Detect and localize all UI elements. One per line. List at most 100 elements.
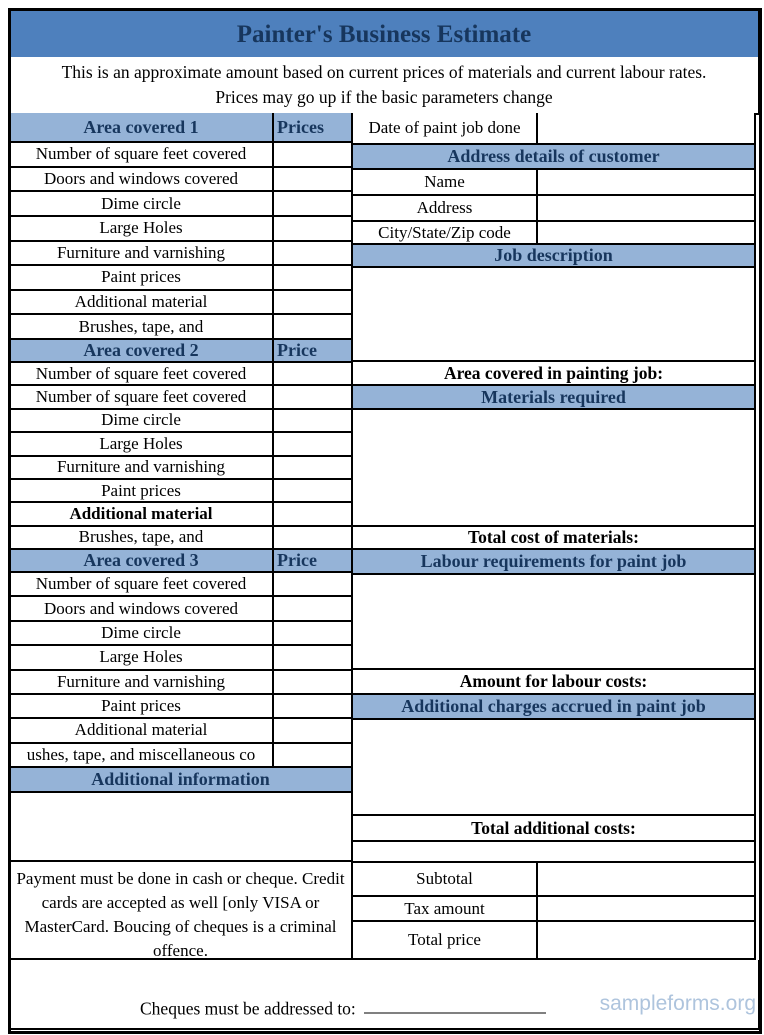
- price-cell[interactable]: [274, 573, 351, 595]
- job-description-area[interactable]: [353, 268, 754, 360]
- materials-area[interactable]: [353, 410, 754, 525]
- price-cell[interactable]: [274, 622, 351, 644]
- price-cell[interactable]: [274, 291, 351, 314]
- charges-area-row: [351, 720, 756, 816]
- labour-amount-row: Amount for labour costs:: [351, 670, 756, 695]
- area1-header-row: Area covered 1 Prices: [8, 113, 353, 143]
- price-cell[interactable]: [274, 242, 351, 265]
- row-label: Brushes, tape, and: [10, 526, 274, 548]
- table-row: Brushes, tape, and: [8, 526, 353, 550]
- table-row: Furniture and varnishing: [8, 670, 353, 695]
- table-row: Dime circle: [8, 409, 353, 434]
- price-cell[interactable]: [274, 671, 351, 693]
- table-row: Large Holes: [8, 433, 353, 457]
- date-label: Date of paint job done: [353, 113, 538, 143]
- tax-label: Tax amount: [353, 897, 538, 920]
- table-row: Furniture and varnishing: [8, 456, 353, 480]
- row-label: Dime circle: [10, 192, 274, 215]
- price-cell[interactable]: [274, 719, 351, 741]
- area3-header-row: Area covered 3 Price: [8, 550, 353, 573]
- area1-header: Area covered 1: [10, 113, 274, 141]
- tax-value-cell[interactable]: [538, 897, 754, 920]
- row-label: ushes, tape, and miscellaneous co: [10, 743, 274, 766]
- row-label: Additional material: [10, 503, 274, 525]
- price-cell[interactable]: [274, 410, 351, 431]
- row-label: Number of square feet covered: [10, 143, 274, 166]
- price-cell[interactable]: [274, 503, 351, 524]
- table-row: Dime circle: [8, 621, 353, 647]
- charges-header: Additional charges accrued in paint job: [353, 695, 754, 718]
- price-cell[interactable]: [274, 192, 351, 215]
- subtotal-row: Subtotal: [351, 863, 756, 897]
- price-cell[interactable]: [274, 386, 351, 407]
- additional-info-area[interactable]: [10, 793, 351, 860]
- price-cell[interactable]: [274, 744, 351, 766]
- price-cell[interactable]: [274, 217, 351, 240]
- charges-area[interactable]: [353, 720, 754, 814]
- address-header: Address details of customer: [353, 145, 754, 168]
- date-value-cell[interactable]: [538, 113, 754, 143]
- address-value-cell[interactable]: [538, 196, 754, 220]
- labour-header-row: Labour requirements for paint job: [351, 550, 756, 575]
- materials-header: Materials required: [353, 386, 754, 408]
- price-cell[interactable]: [274, 695, 351, 717]
- city-label: City/State/Zip code: [353, 222, 538, 243]
- cheque-address-line: Cheques must be addressed to:: [140, 995, 546, 1020]
- additional-info-header-row: Additional information: [8, 768, 353, 793]
- payment-note-row: Payment must be done in cash or cheque. …: [8, 862, 353, 960]
- table-row: Number of square feet covered: [8, 573, 353, 598]
- tax-row: Tax amount: [351, 897, 756, 922]
- price-cell[interactable]: [274, 168, 351, 191]
- table-row: Doors and windows covered: [8, 167, 353, 193]
- row-label: Doors and windows covered: [10, 167, 274, 191]
- row-label: Additional material: [10, 719, 274, 742]
- price-cell[interactable]: [274, 315, 351, 338]
- price-cell[interactable]: [274, 457, 351, 478]
- price-cell[interactable]: [274, 143, 351, 166]
- address-label: Address: [353, 196, 538, 220]
- table-row: Paint prices: [8, 266, 353, 291]
- area3-price-header: Price: [274, 550, 351, 571]
- row-label: Brushes, tape, and: [10, 315, 274, 338]
- area1-price-header: Prices: [274, 113, 351, 141]
- total-materials-row: Total cost of materials:: [351, 527, 756, 550]
- total-additional-label: Total additional costs:: [471, 817, 636, 838]
- price-cell[interactable]: [274, 363, 351, 384]
- row-label: Number of square feet covered: [10, 386, 274, 408]
- total-price-value-cell[interactable]: [538, 922, 754, 958]
- city-value-cell[interactable]: [538, 222, 754, 243]
- subtotal-value-cell[interactable]: [538, 863, 754, 895]
- table-row: Additional material: [8, 290, 353, 316]
- area3-header: Area covered 3: [10, 550, 274, 571]
- table-row: ushes, tape, and miscellaneous co: [8, 743, 353, 768]
- table-row: Brushes, tape, and: [8, 315, 353, 340]
- labour-amount-label: Amount for labour costs:: [459, 671, 648, 691]
- table-row: Large Holes: [8, 216, 353, 242]
- charges-header-row: Additional charges accrued in paint job: [351, 695, 756, 720]
- price-cell[interactable]: [274, 433, 351, 454]
- total-materials-label: Total cost of materials:: [468, 527, 639, 547]
- row-label: Number of square feet covered: [10, 573, 274, 596]
- cheque-address-blank[interactable]: [363, 995, 546, 1014]
- labour-area[interactable]: [353, 575, 754, 668]
- table-row: Furniture and varnishing: [8, 241, 353, 267]
- price-cell[interactable]: [274, 597, 351, 619]
- additional-info-area-row: [8, 793, 353, 862]
- form-title: Painter's Business Estimate: [8, 8, 760, 61]
- price-cell[interactable]: [274, 480, 351, 501]
- spacer-row: [351, 842, 756, 863]
- row-label: Number of square feet covered: [10, 363, 274, 385]
- name-value-cell[interactable]: [538, 170, 754, 194]
- price-cell[interactable]: [274, 527, 351, 548]
- price-cell[interactable]: [274, 266, 351, 289]
- row-label: Additional material: [10, 290, 274, 314]
- table-row: Additional material: [8, 503, 353, 527]
- table-row: Paint prices: [8, 479, 353, 504]
- price-cell[interactable]: [274, 646, 351, 668]
- labour-header: Labour requirements for paint job: [353, 550, 754, 573]
- total-additional-row: Total additional costs:: [351, 816, 756, 842]
- job-description-header: Job description: [353, 245, 754, 266]
- additional-info-header: Additional information: [10, 768, 351, 791]
- row-label: Paint prices: [10, 479, 274, 502]
- labour-area-row: [351, 575, 756, 670]
